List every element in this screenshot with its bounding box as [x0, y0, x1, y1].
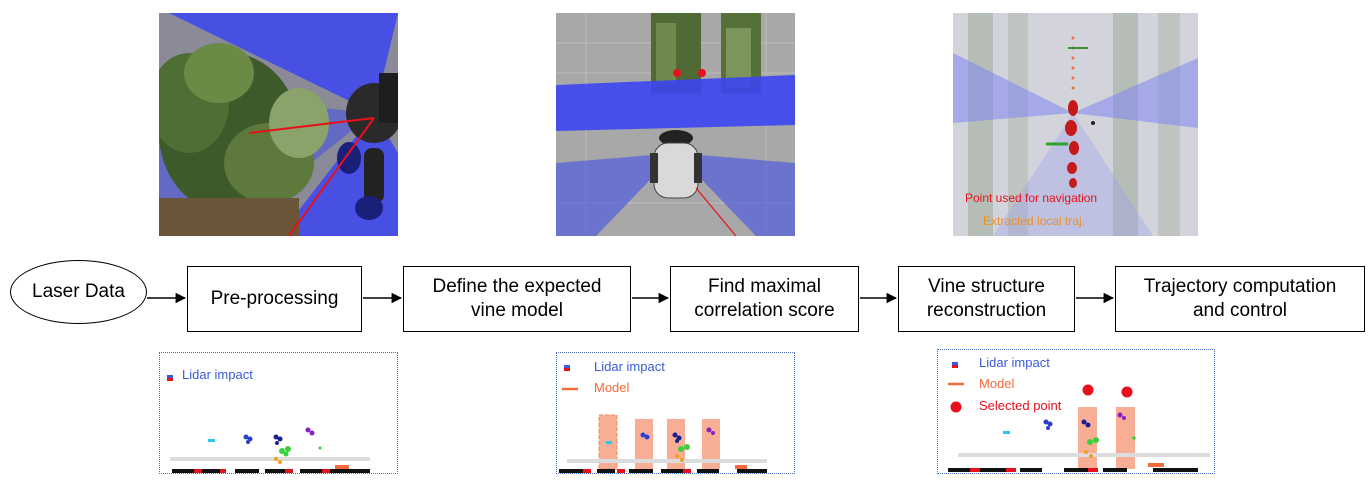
legend-model: Model [594, 380, 630, 395]
legend-lidar-impact: Lidar impact [594, 359, 665, 374]
annotation-navigation-point: Point used for navigation [965, 191, 1098, 205]
flow-step-label: Define the expected vine model [432, 276, 602, 321]
annotation-local-trajectory: Extracted local traj. [983, 214, 1086, 228]
flow-step-preprocessing: Pre-processing [187, 266, 362, 332]
flow-step-reconstruction: Vine structure reconstruction [898, 266, 1075, 332]
flow-start-label: Laser Data [32, 281, 125, 302]
panel-lidar-impacts: Lidar impact [159, 352, 398, 474]
panel-model-fit: Lidar impact Model [556, 352, 795, 474]
flow-step-define-model: Define the expected vine model [403, 266, 631, 332]
flow-step-trajectory: Trajectory computation and control [1115, 266, 1365, 332]
legend-lidar-impact: Lidar impact [979, 355, 1050, 370]
simulation-image-correlation [556, 13, 795, 236]
simulation-image-reconstruction: Point used for navigation Extracted loca… [953, 13, 1198, 236]
flow-step-label: Trajectory computation and control [1143, 276, 1337, 321]
flow-step-label: Find maximal correlation score [694, 276, 835, 321]
legend-selected-point: Selected point [979, 398, 1062, 413]
flow-start-laser-data: Laser Data [10, 260, 147, 324]
flow-step-label: Vine structure reconstruction [926, 276, 1047, 321]
simulation-image-preprocessing [159, 13, 398, 236]
legend-lidar-impact: Lidar impact [182, 367, 253, 382]
legend-model: Model [979, 376, 1015, 391]
panel-selected-points: Lidar impact Model Selected point [937, 349, 1215, 474]
flow-step-label: Pre-processing [210, 288, 339, 309]
flow-step-correlation: Find maximal correlation score [670, 266, 859, 332]
